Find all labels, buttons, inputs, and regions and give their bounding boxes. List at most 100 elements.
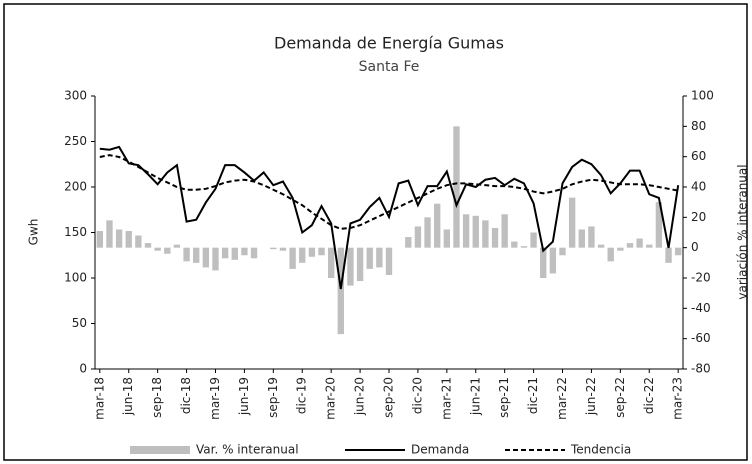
line xyxy=(99,154,679,230)
bar xyxy=(540,247,547,278)
x-tick-label: dic-21 xyxy=(526,377,540,414)
x-tick-label: mar-18 xyxy=(92,377,106,420)
bar xyxy=(231,247,238,260)
y-tick-label: 50 xyxy=(72,316,87,330)
bar xyxy=(511,241,518,248)
x-tick-label: sep-19 xyxy=(266,377,280,418)
y-tick-label: 200 xyxy=(64,180,87,194)
bar xyxy=(617,247,624,251)
bar xyxy=(626,243,634,248)
bar xyxy=(434,203,441,248)
bar xyxy=(164,247,171,254)
y-tick-label: 250 xyxy=(64,134,87,148)
x-tick-label: sep-20 xyxy=(382,377,396,418)
x-tick-label: jun-22 xyxy=(584,377,598,416)
y2-tick-label: -80 xyxy=(691,362,711,376)
x-tick-label: sep-21 xyxy=(497,377,511,418)
line xyxy=(99,145,680,290)
y2-tick-label: 0 xyxy=(691,240,699,254)
bar xyxy=(173,244,181,248)
chart-subtitle: Santa Fe xyxy=(359,59,420,75)
bar xyxy=(115,229,123,248)
x-tick-label: sep-22 xyxy=(613,377,627,418)
bar xyxy=(530,232,537,248)
x-tick-label: jun-20 xyxy=(353,377,367,416)
y-tick-label: 300 xyxy=(64,89,87,103)
y2-tick-label: 20 xyxy=(691,210,706,224)
y2-tick-label: -40 xyxy=(691,301,711,315)
bar xyxy=(491,227,499,248)
bar xyxy=(443,229,451,248)
bar xyxy=(318,247,325,256)
bar xyxy=(299,247,306,263)
bar xyxy=(327,247,335,278)
bar xyxy=(202,247,210,268)
bar xyxy=(665,247,672,263)
y2-axis-label: variación % interanual xyxy=(736,164,750,299)
y2-tick-label: 80 xyxy=(691,119,706,133)
x-tick-label: sep-18 xyxy=(150,377,164,418)
x-tick-label: dic-19 xyxy=(295,377,309,414)
bar xyxy=(212,247,219,271)
bar xyxy=(154,247,161,251)
bar xyxy=(193,247,200,263)
bar xyxy=(405,237,412,248)
bar xyxy=(250,247,258,259)
bar xyxy=(221,247,229,259)
x-tick-label: dic-20 xyxy=(410,377,424,414)
bar xyxy=(424,217,431,248)
bar xyxy=(607,247,614,262)
bar xyxy=(376,247,383,268)
bar xyxy=(655,202,663,248)
bar xyxy=(96,230,104,248)
bar xyxy=(279,247,287,251)
bar xyxy=(674,247,682,256)
x-tick-label: mar-21 xyxy=(439,377,453,420)
bar xyxy=(636,238,643,248)
x-tick-label: jun-21 xyxy=(468,377,482,416)
bar xyxy=(144,243,152,248)
bar xyxy=(308,247,316,257)
bar xyxy=(453,126,460,248)
x-tick-label: mar-20 xyxy=(324,377,338,420)
legend-label: Var. % interanual xyxy=(196,443,299,457)
x-tick-label: dic-18 xyxy=(179,377,193,414)
x-tick-label: jun-18 xyxy=(121,377,135,416)
bar xyxy=(270,247,277,250)
bar xyxy=(568,197,576,248)
y2-tick-label: -60 xyxy=(691,331,711,345)
y-tick-label: 100 xyxy=(64,271,87,285)
bar xyxy=(588,226,595,248)
x-tick-label: mar-19 xyxy=(208,377,222,420)
y2-tick-label: 100 xyxy=(691,89,714,103)
bar xyxy=(414,226,422,248)
bar xyxy=(482,220,489,248)
x-tick-label: dic-22 xyxy=(642,377,656,414)
bar xyxy=(135,235,142,248)
y-tick-label: 0 xyxy=(79,362,87,376)
bar xyxy=(347,247,354,286)
x-tick-label: jun-19 xyxy=(237,377,251,416)
bar xyxy=(472,215,479,248)
y2-tick-label: 40 xyxy=(691,180,706,194)
bar xyxy=(646,244,653,248)
bar xyxy=(559,247,566,256)
bar xyxy=(520,246,528,248)
bar xyxy=(366,247,373,269)
x-tick-label: mar-23 xyxy=(671,377,685,420)
bar xyxy=(462,214,470,248)
bar xyxy=(106,220,113,248)
bar xyxy=(289,247,296,269)
bar xyxy=(241,247,248,256)
bar xyxy=(549,247,557,274)
y-tick-label: 150 xyxy=(64,225,87,239)
chart-title: Demanda de Energía Gumas xyxy=(274,34,504,53)
bar xyxy=(356,247,364,282)
bar xyxy=(337,247,344,335)
bar xyxy=(183,247,190,262)
y2-tick-label: -20 xyxy=(691,271,711,285)
legend-label: Tendencia xyxy=(570,443,631,457)
legend-label: Demanda xyxy=(411,443,469,457)
x-tick-label: mar-22 xyxy=(555,377,569,420)
